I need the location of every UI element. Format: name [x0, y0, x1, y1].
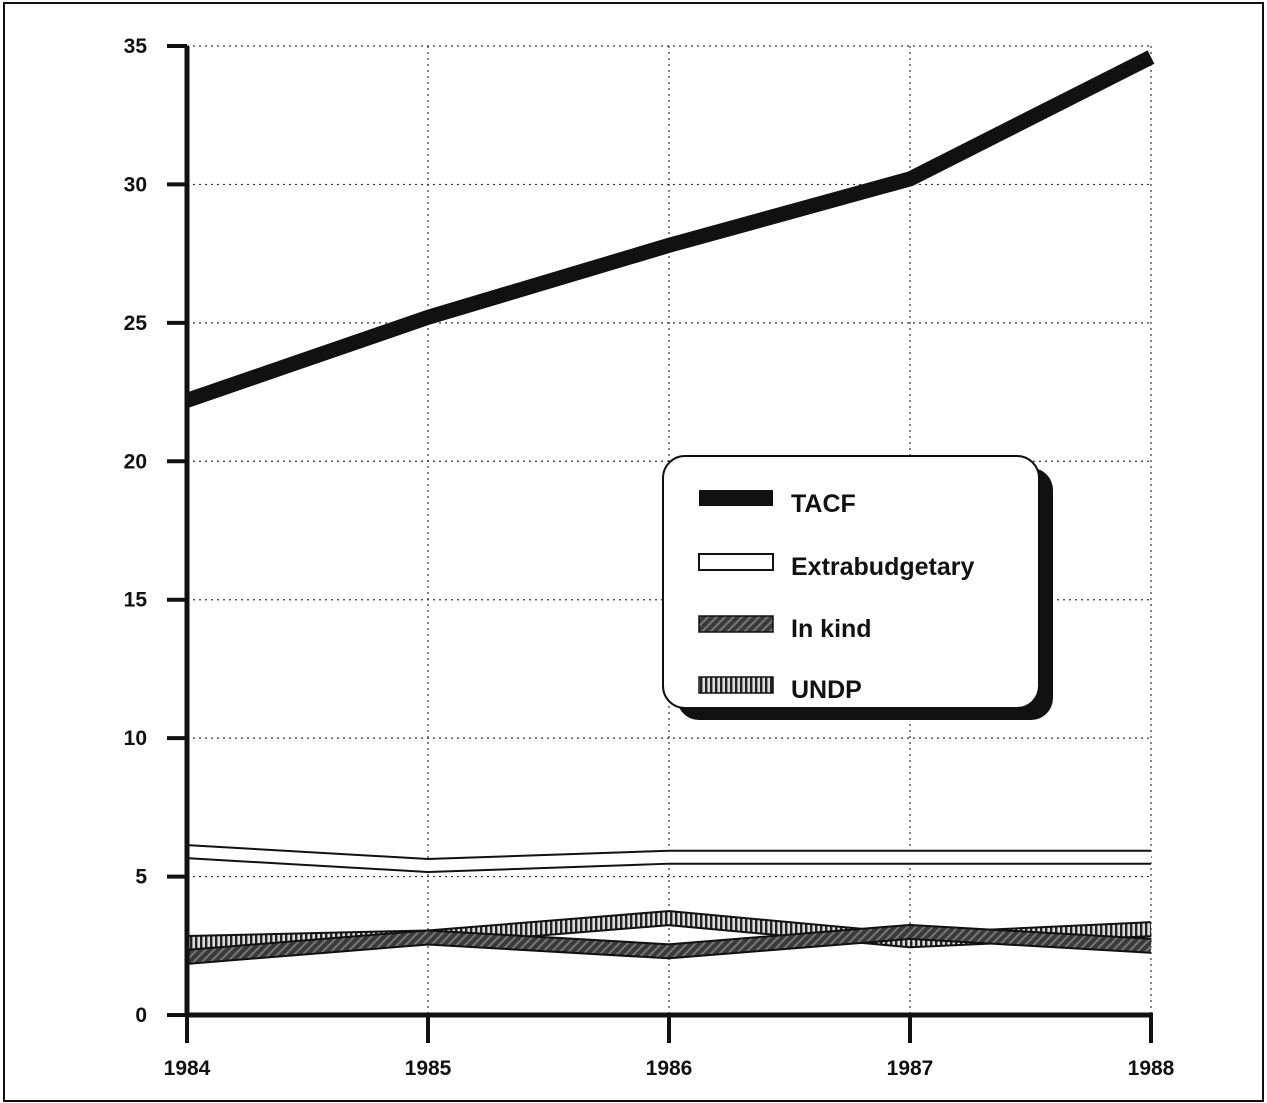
y-tick-label: 20 — [124, 450, 147, 473]
legend-label-undp: UNDP — [791, 676, 862, 704]
page-border — [3, 2, 1264, 1102]
series-line-extrabudgetary — [186, 846, 1151, 871]
legend-box — [662, 455, 1040, 709]
legend-swatch-tacf — [699, 490, 773, 506]
y-tick-label: 30 — [124, 173, 147, 196]
legend-label-tacf: TACF — [791, 490, 856, 518]
series-line-tacf — [184, 50, 1155, 408]
y-tick-label: 5 — [135, 866, 147, 889]
y-tick-label: 15 — [124, 589, 148, 612]
y-tick-label: 10 — [124, 727, 147, 750]
y-tick-label: 0 — [135, 1004, 147, 1027]
y-tick-label: 25 — [124, 312, 148, 335]
x-tick-label: 1988 — [1128, 1057, 1175, 1080]
legend-swatch-in-kind — [698, 615, 774, 633]
x-tick-label: 1985 — [405, 1057, 452, 1080]
x-axis-ticks: 1984 1985 1986 1987 1988 — [164, 1015, 1175, 1080]
y-axis-ticks: 0 5 10 15 20 25 30 35 — [124, 35, 187, 1027]
series-lines — [184, 50, 1155, 965]
legend: TACF Extrabudgetary In kind UNDP — [662, 455, 1053, 720]
legend-label-extrabudgetary: Extrabudgetary — [791, 553, 974, 581]
x-tick-label: 1984 — [164, 1057, 211, 1080]
x-tick-label: 1987 — [887, 1057, 934, 1080]
x-tick-label: 1986 — [646, 1057, 693, 1080]
legend-swatch-undp — [698, 676, 774, 694]
legend-label-in-kind: In kind — [791, 615, 872, 643]
legend-swatch-extrabudgetary — [698, 553, 774, 571]
series-line-in-kind — [186, 925, 1152, 963]
y-tick-label: 35 — [124, 35, 148, 58]
